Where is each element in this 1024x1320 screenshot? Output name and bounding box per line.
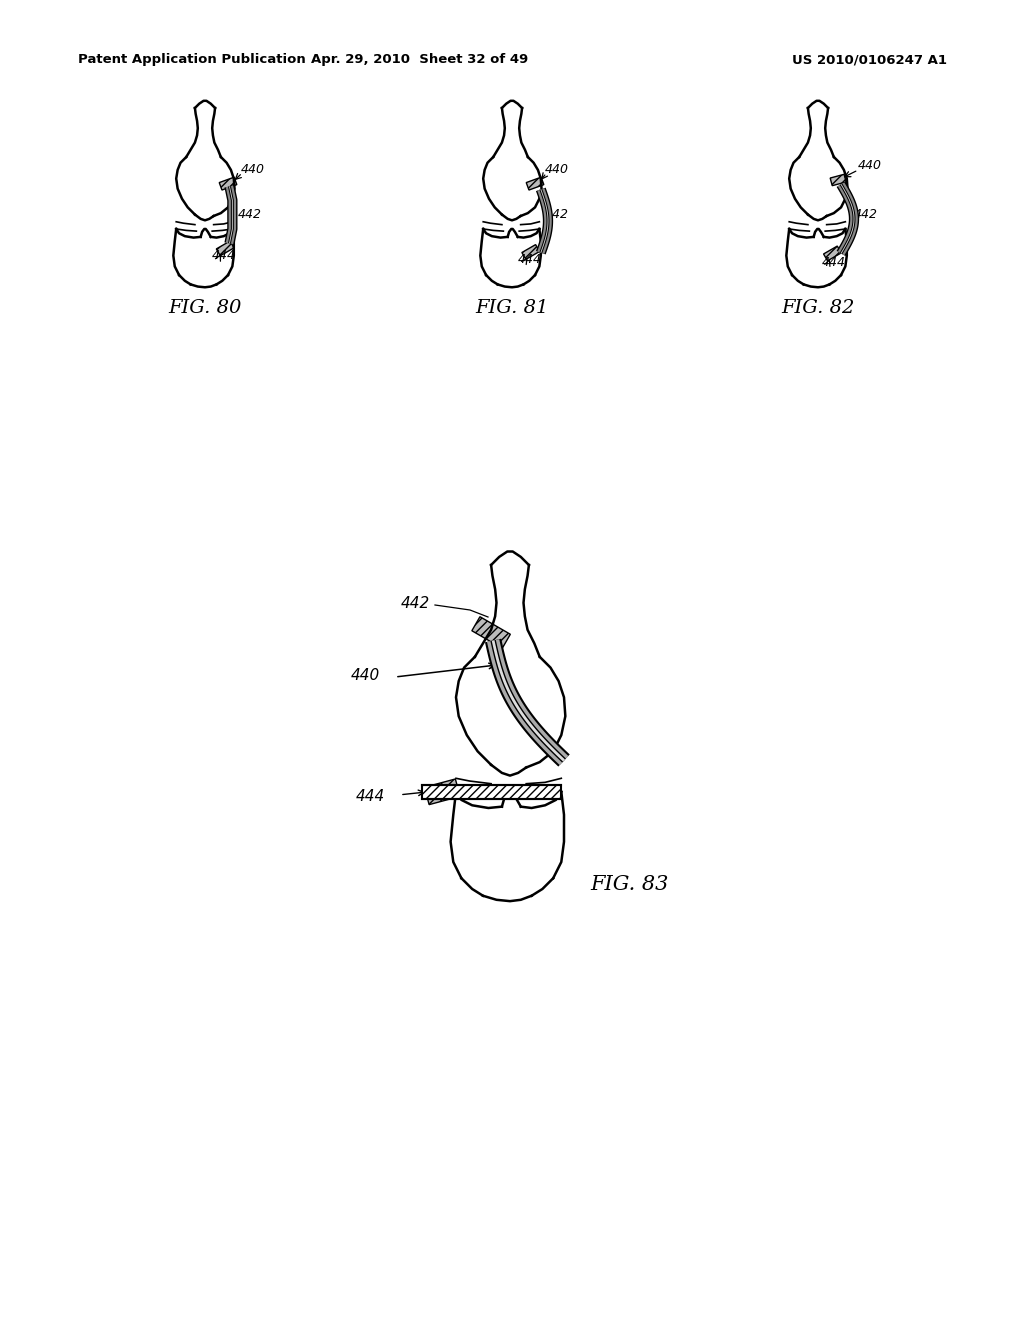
Bar: [823, 246, 842, 261]
Text: FIG. 82: FIG. 82: [781, 298, 855, 317]
Text: 440: 440: [545, 162, 569, 176]
Text: FIG. 83: FIG. 83: [590, 875, 669, 894]
Text: 444: 444: [518, 252, 542, 265]
Text: 444: 444: [821, 256, 846, 268]
Bar: [526, 177, 544, 190]
Text: FIG. 81: FIG. 81: [475, 298, 549, 317]
Text: US 2010/0106247 A1: US 2010/0106247 A1: [793, 54, 947, 66]
Text: 442: 442: [239, 209, 262, 220]
Text: 442: 442: [854, 209, 878, 220]
Text: 444: 444: [355, 789, 385, 804]
Text: FIG. 80: FIG. 80: [168, 298, 242, 317]
Bar: [472, 616, 510, 648]
Text: Patent Application Publication: Patent Application Publication: [78, 54, 306, 66]
Text: 440: 440: [351, 668, 380, 682]
Bar: [522, 244, 540, 260]
Text: 440: 440: [858, 160, 882, 172]
Text: 442: 442: [545, 209, 569, 220]
Bar: [219, 177, 237, 190]
Text: Apr. 29, 2010  Sheet 32 of 49: Apr. 29, 2010 Sheet 32 of 49: [311, 54, 528, 66]
Text: 440: 440: [241, 162, 265, 176]
Text: 442: 442: [400, 595, 430, 610]
Bar: [830, 174, 846, 186]
Bar: [425, 779, 460, 805]
Text: 444: 444: [212, 249, 237, 263]
Bar: [216, 242, 234, 256]
Bar: [422, 785, 561, 799]
